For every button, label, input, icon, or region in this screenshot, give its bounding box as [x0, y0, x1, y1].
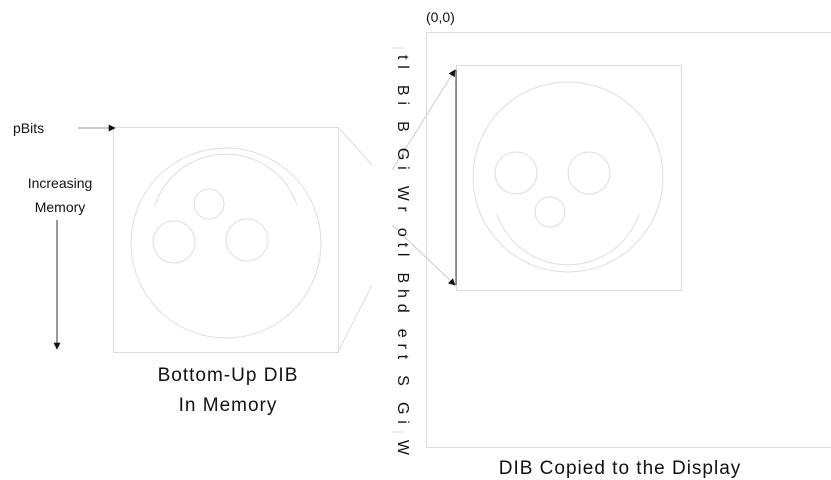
connectors	[337, 47, 404, 433]
face	[472, 81, 664, 273]
arrows	[53, 69, 457, 350]
origin-label: (0,0)	[426, 9, 455, 25]
memory-label: Increasing	[28, 175, 93, 191]
memory-label: Memory	[35, 199, 86, 215]
pointer-label: pBits	[13, 120, 44, 136]
upside-down-face	[130, 147, 322, 339]
display-area	[426, 32, 831, 448]
memory-dib	[113, 127, 339, 353]
source-caption: In Memory	[179, 395, 278, 416]
transfer-label: tl Bi B Gi Wr otl Bhd ert S Gi W	[394, 55, 411, 456]
display-caption: DIB Copied to the Display	[499, 458, 742, 479]
source-caption: Bottom-Up DIB	[158, 365, 299, 386]
